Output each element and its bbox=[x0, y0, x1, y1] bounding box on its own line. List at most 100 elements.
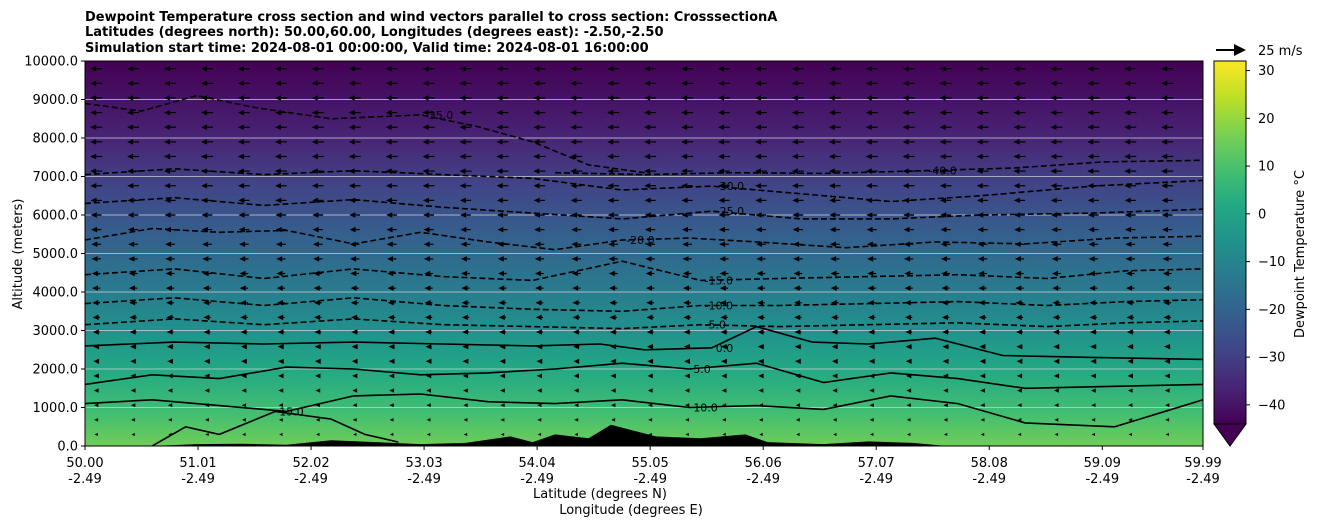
wind-vector bbox=[164, 153, 171, 160]
wind-vector bbox=[241, 388, 247, 393]
contour-15.0 bbox=[151, 410, 399, 446]
wind-vector bbox=[533, 153, 540, 160]
wind-vector bbox=[1124, 95, 1131, 101]
wind-vector bbox=[91, 256, 98, 262]
contour-label: 10.0 bbox=[693, 402, 718, 415]
wind-vector bbox=[865, 183, 872, 189]
wind-vector bbox=[496, 183, 503, 189]
wind-vector bbox=[1015, 285, 1022, 291]
wind-vector bbox=[463, 388, 468, 393]
wind-vector bbox=[828, 153, 835, 160]
wind-vector bbox=[570, 95, 577, 101]
wind-vector bbox=[1050, 109, 1057, 116]
wind-vector bbox=[1013, 124, 1020, 130]
wind-vector bbox=[1052, 300, 1059, 306]
wind-vector bbox=[462, 343, 469, 350]
wind-vector bbox=[90, 124, 97, 130]
colorbar-extend-min bbox=[1213, 423, 1247, 447]
chart-title: Dewpoint Temperature cross section and w… bbox=[85, 10, 777, 56]
wind-vector bbox=[166, 329, 173, 335]
wind-vector bbox=[940, 226, 947, 233]
wind-vector bbox=[682, 256, 689, 262]
wind-vector bbox=[353, 432, 357, 436]
wind-vector bbox=[610, 373, 616, 379]
wind-vector bbox=[1088, 241, 1095, 247]
wind-vector bbox=[976, 95, 983, 101]
wind-vector bbox=[498, 285, 505, 291]
wind-vector bbox=[1127, 358, 1134, 364]
wind-vector bbox=[1127, 373, 1133, 379]
wind-vector bbox=[312, 226, 319, 233]
wind-vector bbox=[904, 285, 911, 291]
wind-vector bbox=[1087, 109, 1094, 116]
wind-vector bbox=[350, 285, 357, 291]
wind-vector bbox=[460, 226, 467, 233]
wind-vector bbox=[902, 80, 909, 87]
wind-vector bbox=[537, 418, 542, 422]
x-tick-label-lon: -2.49 bbox=[1085, 472, 1119, 487]
wind-vector bbox=[1017, 432, 1022, 436]
wind-vector bbox=[1014, 212, 1021, 218]
wind-vector bbox=[422, 183, 429, 189]
wind-vector bbox=[943, 388, 949, 393]
wind-vector bbox=[312, 197, 319, 204]
wind-vector bbox=[754, 124, 761, 130]
wind-vector bbox=[200, 139, 207, 145]
wind-vector bbox=[165, 241, 172, 247]
wind-vector bbox=[939, 65, 946, 72]
wind-vector bbox=[647, 373, 653, 379]
wind-vector bbox=[719, 256, 726, 262]
wind-vector bbox=[976, 139, 983, 145]
wind-vector bbox=[1051, 256, 1058, 262]
wind-vector bbox=[1089, 329, 1096, 335]
wind-vector bbox=[977, 226, 984, 233]
wind-vector bbox=[979, 373, 986, 379]
wind-vector bbox=[1161, 80, 1168, 87]
wind-vector bbox=[348, 65, 355, 72]
wind-vector bbox=[829, 197, 836, 204]
wind-vector bbox=[535, 329, 542, 335]
wind-vector bbox=[865, 153, 872, 160]
wind-vector bbox=[720, 314, 727, 321]
wind-vector bbox=[1124, 109, 1131, 116]
wind-vector bbox=[1013, 65, 1020, 72]
wind-vector bbox=[644, 168, 651, 174]
wind-vector bbox=[645, 241, 652, 247]
x-tick-label-lat: 53.03 bbox=[405, 456, 442, 471]
wind-vector bbox=[500, 432, 505, 436]
wind-vector bbox=[498, 300, 505, 306]
wind-vector bbox=[1013, 197, 1020, 204]
wind-vector bbox=[793, 300, 800, 306]
wind-vector bbox=[164, 65, 171, 72]
wind-vector bbox=[867, 285, 874, 291]
wind-vector bbox=[795, 403, 801, 408]
wind-vector bbox=[646, 314, 653, 321]
y-tick-label: 8000.0 bbox=[33, 132, 79, 147]
wind-vector bbox=[572, 300, 579, 306]
wind-vector bbox=[644, 80, 651, 87]
wind-vector bbox=[685, 432, 689, 436]
wind-vector bbox=[759, 432, 763, 436]
wind-vector bbox=[276, 256, 283, 262]
wind-vector bbox=[1088, 226, 1095, 233]
wind-vector bbox=[129, 314, 136, 321]
wind-vector bbox=[754, 109, 761, 116]
wind-vector bbox=[828, 124, 835, 130]
wind-vector bbox=[1089, 285, 1096, 291]
wind-vector bbox=[200, 109, 207, 116]
wind-vector bbox=[571, 226, 578, 233]
wind-vector bbox=[164, 197, 171, 204]
wind-vector bbox=[1089, 314, 1096, 321]
wind-vector bbox=[129, 329, 136, 335]
x-tick-label-lon: -2.49 bbox=[1186, 472, 1220, 487]
wind-vector bbox=[238, 183, 245, 189]
wind-vector bbox=[499, 358, 506, 364]
wind-vector bbox=[868, 343, 875, 350]
wind-vector bbox=[683, 329, 690, 335]
wind-vector bbox=[496, 109, 503, 116]
wind-vector bbox=[1125, 270, 1132, 277]
wind-vector bbox=[200, 80, 207, 87]
wind-vector bbox=[756, 241, 763, 247]
wind-vector bbox=[828, 109, 835, 116]
wind-vector bbox=[792, 226, 799, 233]
